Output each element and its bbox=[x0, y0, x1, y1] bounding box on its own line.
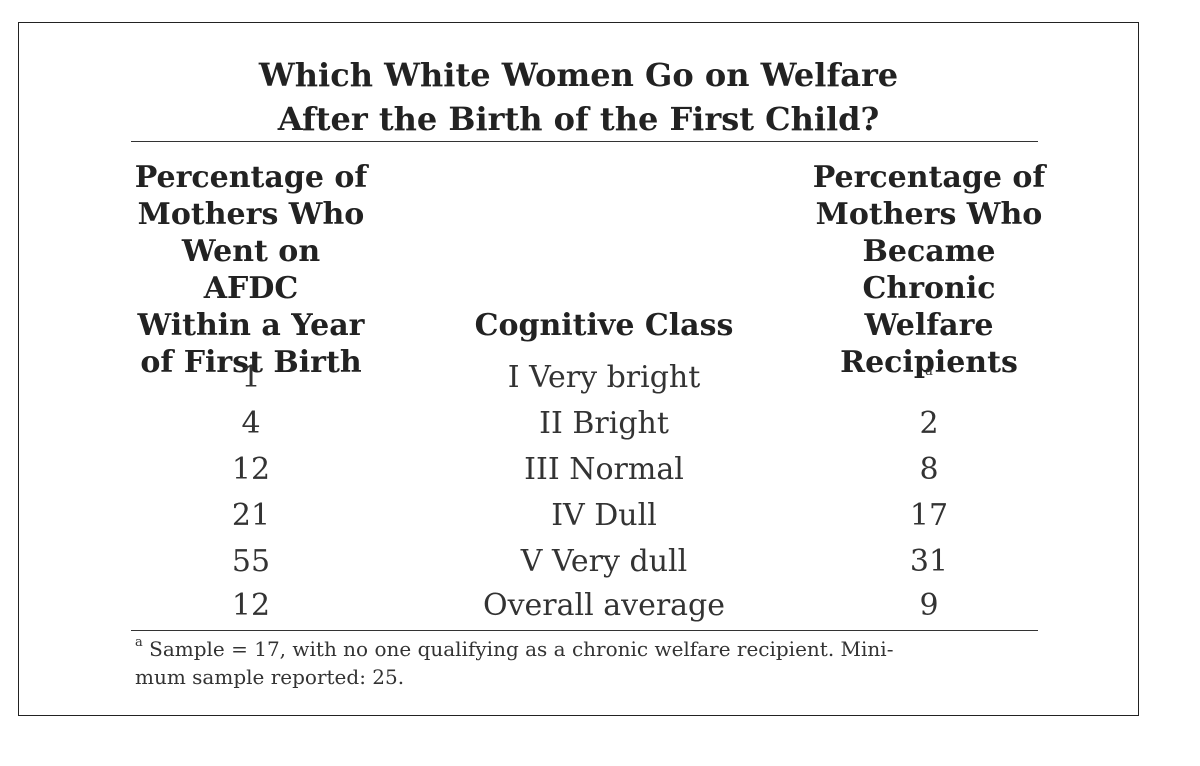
cell-class: V Very dull bbox=[520, 544, 688, 579]
cell-afdc: 4 bbox=[241, 406, 261, 441]
header-afdc-line-1: Percentage of bbox=[134, 160, 368, 195]
cell-class: III Normal bbox=[524, 452, 684, 487]
footnote-text-1: Sample = 17, with no one qualifying as a… bbox=[149, 637, 894, 661]
cell-afdc: 12 bbox=[231, 452, 271, 487]
header-afdc-line-3: Went on AFDC bbox=[181, 234, 321, 306]
table-row: 55 V Very dull 31 bbox=[19, 544, 1138, 580]
cell-class: IV Dull bbox=[551, 498, 657, 533]
table-bottom-rule bbox=[131, 630, 1038, 631]
table-row: 12 Overall average 9 bbox=[19, 588, 1138, 624]
header-class-line-1: Cognitive Class bbox=[474, 308, 734, 343]
header-chronic-line-1: Percentage of bbox=[812, 160, 1046, 195]
cell-class: Overall average bbox=[482, 588, 726, 623]
footnote-line-1: a Sample = 17, with no one qualifying as… bbox=[135, 635, 1035, 663]
table-row: 4 II Bright 2 bbox=[19, 406, 1138, 442]
cell-afdc: 1 bbox=[241, 360, 261, 395]
table-row: 1 I Very bright a bbox=[19, 360, 1138, 396]
cell-chronic: 9 bbox=[919, 588, 939, 623]
cell-chronic: 17 bbox=[909, 498, 949, 533]
cell-class: II Bright bbox=[539, 406, 669, 441]
header-afdc-line-2: Mothers Who bbox=[137, 197, 365, 232]
header-afdc-line-5: of First Birth bbox=[140, 345, 362, 380]
table-row: 12 III Normal 8 bbox=[19, 452, 1138, 488]
header-chronic: Percentage of Mothers Who Became Chronic… bbox=[799, 159, 1059, 381]
header-afdc: Percentage of Mothers Who Went on AFDC W… bbox=[131, 159, 371, 381]
cell-chronic: 8 bbox=[919, 452, 939, 487]
header-chronic-line-3: Became Chronic bbox=[862, 234, 996, 306]
cell-afdc: 12 bbox=[231, 588, 271, 623]
header-top-rule bbox=[131, 141, 1038, 142]
header-chronic-line-4: Welfare bbox=[864, 308, 994, 343]
cell-class: I Very bright bbox=[507, 360, 701, 395]
footnote-marker: a bbox=[925, 364, 933, 379]
cell-afdc: 21 bbox=[231, 498, 271, 533]
cell-chronic: a bbox=[799, 360, 1059, 396]
footnote-marker: a bbox=[135, 635, 143, 650]
header-chronic-line-2: Mothers Who bbox=[815, 197, 1043, 232]
table-row: 21 IV Dull 17 bbox=[19, 498, 1138, 534]
cell-chronic: 2 bbox=[919, 406, 939, 441]
cell-chronic: 31 bbox=[909, 544, 949, 579]
table-title-line-2: After the Birth of the First Child? bbox=[277, 100, 880, 138]
table-footnote: a Sample = 17, with no one qualifying as… bbox=[135, 635, 1035, 691]
header-chronic-line-5: Recipients bbox=[840, 345, 1018, 380]
footnote-line-2: mum sample reported: 25. bbox=[135, 665, 405, 689]
header-afdc-line-4: Within a Year bbox=[137, 308, 365, 343]
table-title-line-1: Which White Women Go on Welfare bbox=[258, 56, 899, 94]
cell-afdc: 55 bbox=[231, 544, 271, 579]
header-cognitive-class: Cognitive Class bbox=[439, 307, 769, 344]
table-frame: Which White Women Go on Welfare After th… bbox=[18, 22, 1139, 716]
